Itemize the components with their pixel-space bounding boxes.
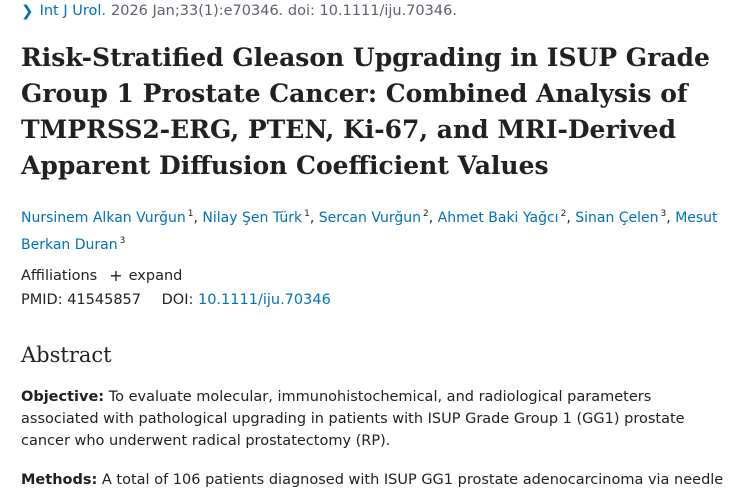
pmid-label: PMID: xyxy=(21,292,63,308)
author-link[interactable]: Nursinem Alkan Vurğun 1 xyxy=(21,209,194,226)
affiliation-ref[interactable]: 3 xyxy=(119,236,126,246)
pmid-value: 41545857 xyxy=(67,292,142,308)
methods-label: Methods: xyxy=(21,472,98,488)
journal-link[interactable]: Int J Urol. xyxy=(39,3,106,19)
citation-line: ❯ Int J Urol. 2026 Jan;33(1):e70346. doi… xyxy=(21,2,457,20)
expand-affiliations-button[interactable]: + expand xyxy=(109,266,182,285)
author-name: Mesut Berkan Duran xyxy=(21,210,718,253)
affiliation-ref[interactable]: 3 xyxy=(660,209,667,219)
affiliation-ref[interactable]: 1 xyxy=(304,209,310,219)
affiliation-ref[interactable]: 2 xyxy=(560,209,567,219)
author-link[interactable]: Nilay Şen Türk 1 xyxy=(202,209,310,226)
author-name: Ahmet Baki Yağcı xyxy=(437,210,559,226)
doi-label: DOI: xyxy=(161,292,194,308)
author-name: Sercan Vurğun xyxy=(318,210,421,226)
author-separator: , xyxy=(566,210,576,226)
doi-link[interactable]: 10.1111/iju.70346 xyxy=(197,292,331,308)
affiliations-label: Affiliations xyxy=(21,267,98,284)
expand-label: expand xyxy=(128,267,183,284)
citation-details: 2026 Jan;33(1):e70346. doi: 10.1111/iju.… xyxy=(111,3,457,19)
affiliations-row: Affiliations + expand xyxy=(21,266,182,285)
affiliation-ref[interactable]: 1 xyxy=(187,209,194,219)
abstract-heading: Abstract xyxy=(21,343,112,367)
author-link[interactable]: Ahmet Baki Yağcı 2 xyxy=(437,209,567,226)
author-list: Nursinem Alkan Vurğun 1, Nilay Şen Türk 1,… xyxy=(21,203,733,257)
author-link[interactable]: Sinan Çelen 3 xyxy=(575,209,667,226)
identifiers-row: PMID: 41545857 DOI: 10.1111/iju.70346 xyxy=(21,292,331,308)
objective-label: Objective: xyxy=(21,389,105,405)
author-name: Nilay Şen Türk xyxy=(202,210,303,226)
chevron-right-icon[interactable]: ❯ xyxy=(21,2,34,20)
author-separator: , xyxy=(309,210,319,226)
abstract-objective: Objective: To evaluate molecular, immuno… xyxy=(21,386,733,452)
plus-icon: + xyxy=(109,266,123,285)
author-separator: , xyxy=(666,210,676,226)
author-name: Nursinem Alkan Vurğun xyxy=(21,210,186,226)
author-link[interactable]: Sercan Vurğun 2 xyxy=(318,209,429,226)
methods-text: A total of 106 patients diagnosed with I… xyxy=(97,472,724,488)
author-name: Sinan Çelen xyxy=(575,210,659,226)
author-separator: , xyxy=(428,210,438,226)
author-link[interactable]: Mesut Berkan Duran 3 xyxy=(21,210,718,253)
objective-text: To evaluate molecular, immunohistochemic… xyxy=(21,389,685,449)
affiliation-ref[interactable]: 2 xyxy=(422,209,429,219)
article-title: Risk-Stratified Gleason Upgrading in ISU… xyxy=(21,43,710,180)
author-separator: , xyxy=(193,210,203,226)
abstract-methods: Methods: A total of 106 patients diagnos… xyxy=(21,469,733,491)
